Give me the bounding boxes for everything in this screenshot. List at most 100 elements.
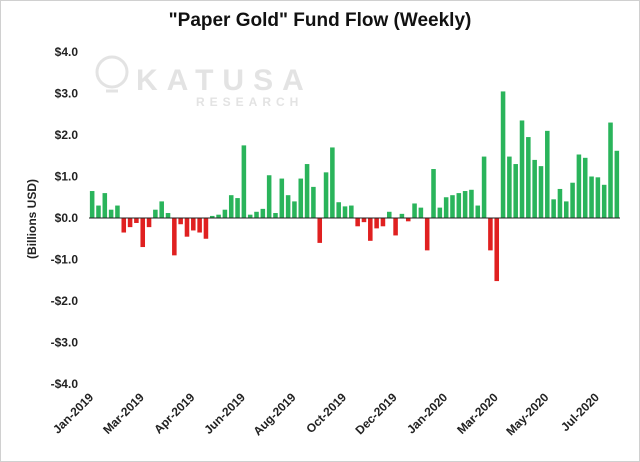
y-tick-label: -$4.0 xyxy=(51,377,79,391)
y-tick-label: -$3.0 xyxy=(51,336,79,350)
y-tick-label: $1.0 xyxy=(55,170,79,184)
bar xyxy=(450,195,455,218)
x-tick-label: Jan-2019 xyxy=(50,390,96,436)
bar xyxy=(563,201,569,218)
bar xyxy=(582,157,588,218)
bar xyxy=(203,218,209,239)
bar xyxy=(254,211,259,218)
bar xyxy=(437,207,443,219)
bar xyxy=(595,177,601,218)
bar xyxy=(519,120,525,218)
bar xyxy=(500,91,506,218)
bar xyxy=(266,175,272,218)
bar xyxy=(418,207,424,219)
bar xyxy=(551,199,556,218)
watermark-logo: KATUSA RESEARCH xyxy=(95,55,313,109)
bar xyxy=(115,205,120,218)
bar xyxy=(241,145,247,219)
bar xyxy=(273,213,278,218)
bar xyxy=(323,172,329,218)
bar xyxy=(538,166,544,219)
bar-series xyxy=(89,91,620,282)
bar xyxy=(526,137,531,218)
bar xyxy=(576,154,582,218)
x-tick-label: Jul-2020 xyxy=(558,390,602,434)
bar xyxy=(349,205,354,218)
bar xyxy=(570,182,575,218)
y-tick-label: -$2.0 xyxy=(51,294,79,308)
y-tick-label: -$1.0 xyxy=(51,253,79,267)
bar xyxy=(285,195,291,218)
bar xyxy=(172,218,177,256)
bar xyxy=(121,218,127,233)
bar xyxy=(614,150,620,218)
bar xyxy=(146,218,152,228)
bar xyxy=(469,189,474,218)
y-axis-title: (Billions USD) xyxy=(25,179,39,259)
x-tick-label: Oct-2019 xyxy=(303,390,349,436)
bar xyxy=(557,188,563,218)
bar xyxy=(386,211,392,218)
bar xyxy=(342,206,348,218)
bar xyxy=(330,147,335,218)
x-tick-label: Mar-2020 xyxy=(454,390,501,437)
x-tick-label: Jan-2020 xyxy=(404,390,450,436)
y-tick-label: $4.0 xyxy=(55,45,79,59)
bar xyxy=(140,218,146,248)
chart-title: "Paper Gold" Fund Flow (Weekly) xyxy=(168,10,472,31)
bar xyxy=(127,218,133,228)
bar xyxy=(216,214,221,218)
bar xyxy=(405,218,411,222)
bar xyxy=(456,193,462,218)
bar xyxy=(317,218,323,243)
watermark-name: KATUSA xyxy=(136,64,313,97)
bar xyxy=(393,218,398,236)
bar xyxy=(608,122,613,218)
watermark-bulb-icon xyxy=(95,55,129,89)
bar xyxy=(589,176,594,218)
bar xyxy=(191,218,196,231)
bar xyxy=(197,218,202,233)
y-axis-tick-labels: $4.0 $3.0 $2.0 $1.0 $0.0 -$1.0 -$2.0 -$3.0 -$4.0 xyxy=(51,45,79,391)
bar xyxy=(355,218,360,227)
bar xyxy=(222,209,228,218)
bar xyxy=(153,209,158,218)
bar xyxy=(545,130,550,218)
bar xyxy=(513,164,518,218)
bar xyxy=(399,213,405,218)
x-tick-label: Dec-2019 xyxy=(353,390,400,437)
bar xyxy=(443,197,449,218)
bar xyxy=(462,191,468,218)
bar xyxy=(361,218,367,223)
bar xyxy=(89,191,95,218)
bar xyxy=(304,164,310,218)
bar xyxy=(134,218,139,223)
bar xyxy=(368,218,373,241)
bar xyxy=(298,178,304,218)
bar xyxy=(601,184,607,218)
x-tick-label: Jun-2019 xyxy=(201,390,248,437)
bar xyxy=(481,156,487,218)
y-tick-label: $0.0 xyxy=(55,211,79,225)
bar xyxy=(228,195,234,218)
bar xyxy=(475,205,481,218)
bar xyxy=(488,218,493,251)
x-tick-label: May-2020 xyxy=(503,390,551,438)
bar xyxy=(424,218,430,251)
watermark-subtitle: RESEARCH xyxy=(196,95,303,109)
x-tick-label: Apr-2019 xyxy=(151,390,197,436)
bar xyxy=(96,205,101,218)
bar xyxy=(209,215,215,218)
bar xyxy=(507,156,512,218)
bar xyxy=(412,203,417,218)
y-tick-label: $2.0 xyxy=(55,128,79,142)
y-tick-label: $3.0 xyxy=(55,87,79,101)
bar xyxy=(102,193,108,218)
x-axis-tick-labels: Jan-2019 Mar-2019 Apr-2019 Jun-2019 Aug-2019… xyxy=(50,390,602,438)
bar xyxy=(184,218,190,237)
bar xyxy=(178,218,183,225)
bar xyxy=(311,186,316,219)
bar xyxy=(292,201,297,218)
bar xyxy=(532,159,537,218)
